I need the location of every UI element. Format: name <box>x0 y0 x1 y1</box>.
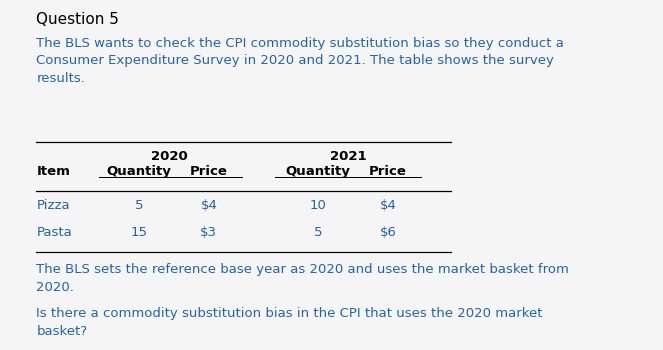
Text: $4: $4 <box>200 199 217 212</box>
Text: Question 5: Question 5 <box>36 12 119 27</box>
Text: 2020: 2020 <box>151 150 188 163</box>
Text: Price: Price <box>190 165 228 178</box>
Text: Pizza: Pizza <box>36 199 70 212</box>
Text: 15: 15 <box>131 226 148 239</box>
Text: 5: 5 <box>135 199 143 212</box>
Text: Pasta: Pasta <box>36 226 72 239</box>
Text: The BLS wants to check the CPI commodity substitution bias so they conduct a
Con: The BLS wants to check the CPI commodity… <box>36 37 564 85</box>
Text: Quantity: Quantity <box>286 165 351 178</box>
Text: Item: Item <box>36 165 70 178</box>
Text: 10: 10 <box>310 199 327 212</box>
Text: 5: 5 <box>314 226 322 239</box>
Text: Quantity: Quantity <box>107 165 172 178</box>
Text: The BLS sets the reference base year as 2020 and uses the market basket from
202: The BLS sets the reference base year as … <box>36 263 570 294</box>
Text: $3: $3 <box>200 226 217 239</box>
Text: 2021: 2021 <box>330 150 367 163</box>
Text: $4: $4 <box>379 199 396 212</box>
Text: Is there a commodity substitution bias in the CPI that uses the 2020 market
bask: Is there a commodity substitution bias i… <box>36 307 543 338</box>
Text: Price: Price <box>369 165 407 178</box>
Text: $6: $6 <box>379 226 396 239</box>
